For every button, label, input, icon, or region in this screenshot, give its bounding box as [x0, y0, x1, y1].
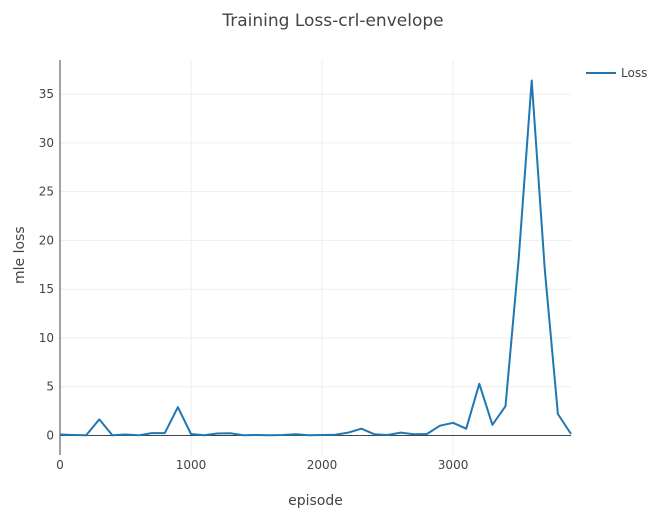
y-tick-label: 35 [39, 87, 54, 101]
legend-swatch-loss [586, 72, 616, 74]
y-tick-label: 10 [39, 331, 54, 345]
y-axis-title: mle loss [12, 226, 28, 284]
x-tick-label: 0 [56, 458, 64, 472]
x-tick-label: 2000 [307, 458, 338, 472]
legend[interactable]: Loss [586, 66, 647, 80]
series-line-loss [59, 79, 572, 437]
y-tick-label: 30 [39, 136, 54, 150]
x-tick-label: 3000 [438, 458, 469, 472]
y-tick-label: 20 [39, 233, 54, 247]
legend-label-loss: Loss [621, 66, 648, 80]
y-tick-label: 0 [46, 428, 54, 442]
y-tick-label: 15 [39, 282, 54, 296]
y-tick-label: 25 [39, 185, 54, 199]
x-tick-label: 1000 [176, 458, 207, 472]
y-tick-label: 5 [46, 380, 54, 394]
x-axis-title: episode [288, 493, 343, 509]
chart-title: Training Loss-crl-envelope [222, 11, 444, 31]
